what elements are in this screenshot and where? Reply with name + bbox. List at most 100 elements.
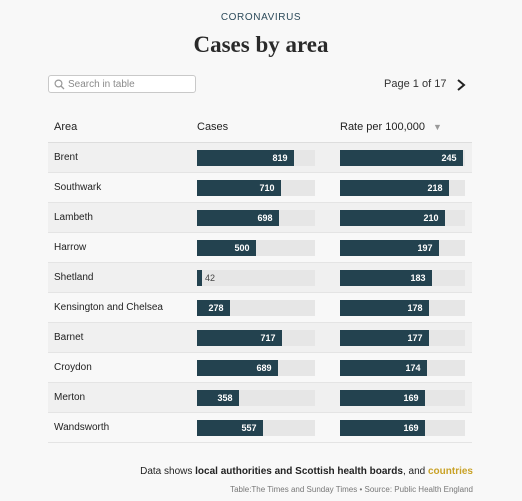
- area-name: Southwark: [48, 172, 197, 203]
- rate-value: 178: [407, 302, 423, 313]
- rate-cell: 177: [340, 322, 472, 353]
- rate-bar-track: 245: [340, 149, 465, 166]
- chevron-right-icon: [457, 79, 466, 91]
- cases-bar: [197, 179, 281, 196]
- of-label: of: [421, 78, 432, 90]
- cases-bar: [197, 389, 239, 406]
- cases-bar: [197, 359, 278, 376]
- cases-value: 358: [217, 392, 233, 403]
- cases-value: 500: [234, 242, 250, 253]
- cases-cell: 500: [197, 232, 340, 263]
- rate-cell: 245: [340, 142, 472, 173]
- rate-cell: 169: [340, 382, 472, 413]
- table-row: Barnet 717 177: [48, 322, 472, 353]
- cases-bar: [197, 239, 256, 256]
- total-pages: 17: [434, 78, 447, 90]
- rate-value: 174: [405, 362, 421, 373]
- rate-bar: [340, 359, 427, 376]
- table-row: Harrow 500 197: [48, 232, 472, 263]
- rate-bar-track: 183: [340, 269, 465, 286]
- area-name: Harrow: [48, 232, 197, 263]
- cases-cell: 278: [197, 292, 340, 323]
- cases-value: 710: [259, 182, 275, 193]
- rate-bar-track: 169: [340, 419, 465, 436]
- pagination-status: Page 1 of 17: [384, 78, 446, 90]
- cases-cell: 698: [197, 202, 340, 233]
- cases-bar: [197, 209, 279, 226]
- cases-value: 278: [208, 302, 224, 313]
- rate-bar-track: 210: [340, 209, 465, 226]
- rate-bar: [340, 389, 425, 406]
- rate-cell: 174: [340, 352, 472, 383]
- rate-value: 197: [417, 242, 433, 253]
- search-box[interactable]: [48, 75, 196, 93]
- source-credit: Table:The Times and Sunday Times • Sourc…: [230, 485, 473, 494]
- cases-value: 42: [205, 272, 216, 283]
- cases-bar-track: 358: [197, 389, 315, 406]
- current-page: 1: [412, 78, 419, 90]
- area-name: Kensington and Chelsea: [48, 292, 197, 323]
- area-name: Wandsworth: [48, 412, 197, 443]
- rate-value: 177: [407, 332, 423, 343]
- area-name: Merton: [48, 382, 197, 413]
- footnote-prefix: Data shows: [140, 466, 196, 477]
- rate-value: 218: [427, 182, 443, 193]
- table-row: Southwark 710 218: [48, 172, 472, 203]
- rate-bar-track: 177: [340, 329, 465, 346]
- cases-cell: 358: [197, 382, 340, 413]
- rate-cell: 178: [340, 292, 472, 323]
- cases-bar-track: 717: [197, 329, 315, 346]
- table-row: Shetland 42 183: [48, 262, 472, 293]
- search-icon: [54, 79, 65, 90]
- table-row: Wandsworth 557 169: [48, 412, 472, 443]
- rate-bar-track: 169: [340, 389, 465, 406]
- cases-bar-track: 278: [197, 299, 315, 316]
- cases-cell: 819: [197, 142, 340, 173]
- cases-bar-track: 42: [197, 269, 315, 286]
- page-title: Cases by area: [193, 32, 329, 57]
- cases-bar-track: 819: [197, 149, 315, 166]
- column-header-area[interactable]: Area: [48, 112, 197, 143]
- area-name: Brent: [48, 142, 197, 173]
- rate-value: 245: [441, 152, 457, 163]
- cases-bar: [197, 299, 230, 316]
- rate-bar: [340, 149, 463, 166]
- local-authorities-link[interactable]: local authorities and Scottish health bo…: [195, 466, 403, 477]
- cases-value: 819: [272, 152, 288, 163]
- rate-value: 210: [423, 212, 439, 223]
- rate-cell: 218: [340, 172, 472, 203]
- next-page-button[interactable]: [454, 77, 468, 93]
- rate-bar: [340, 179, 449, 196]
- table-row: Kensington and Chelsea 278 178: [48, 292, 472, 323]
- rate-bar: [340, 329, 429, 346]
- rate-value: 169: [403, 392, 419, 403]
- cases-cell: 689: [197, 352, 340, 383]
- rate-bar: [340, 419, 425, 436]
- rate-bar: [340, 299, 429, 316]
- area-name: Shetland: [48, 262, 197, 293]
- page-label: Page: [384, 78, 410, 90]
- rate-bar: [340, 269, 432, 286]
- countries-link[interactable]: countries: [427, 466, 473, 477]
- cases-cell: 557: [197, 412, 340, 443]
- cases-value: 698: [257, 212, 273, 223]
- sort-descending-icon: ▼: [433, 122, 442, 132]
- column-header-cases[interactable]: Cases: [197, 112, 340, 143]
- rate-value: 169: [403, 422, 419, 433]
- cases-bar: [197, 269, 202, 286]
- cases-cell: 710: [197, 172, 340, 203]
- section-kicker: CORONAVIRUS: [220, 12, 302, 23]
- rate-cell: 183: [340, 262, 472, 293]
- cases-cell: 42: [197, 262, 340, 293]
- search-input[interactable]: [68, 77, 190, 91]
- rate-cell: 169: [340, 412, 472, 443]
- table-row: Brent 819 245: [48, 142, 472, 173]
- rate-bar: [340, 209, 445, 226]
- rate-value: 183: [410, 272, 426, 283]
- cases-bar-track: 557: [197, 419, 315, 436]
- column-header-rate[interactable]: Rate per 100,000 ▼: [340, 112, 472, 143]
- rate-cell: 197: [340, 232, 472, 263]
- rate-header-label: Rate per 100,000: [340, 121, 426, 133]
- footnote: Data shows local authorities and Scottis…: [140, 466, 473, 477]
- rate-bar-track: 178: [340, 299, 465, 316]
